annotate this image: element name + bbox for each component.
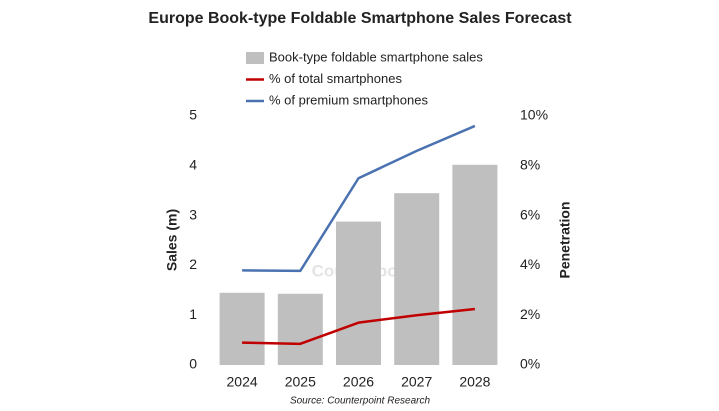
y2-tick-label: 6%: [520, 206, 540, 222]
y-tick-label: 0: [189, 356, 197, 372]
x-tick-label: 2028: [459, 374, 490, 390]
bar: [452, 164, 498, 365]
y-axis-title: Sales (m): [164, 209, 180, 271]
y-tick-label: 2: [189, 256, 197, 272]
y2-tick-label: 10%: [520, 107, 548, 123]
y-tick-label: 4: [189, 157, 197, 173]
legend-label: % of total smartphones: [269, 71, 402, 86]
y-tick-label: 3: [189, 206, 197, 222]
y2-tick-label: 8%: [520, 157, 540, 173]
line: [242, 307, 476, 346]
legend-swatch: [246, 52, 264, 64]
x-tick-label: 2025: [285, 374, 316, 390]
source: Source: Counterpoint Research: [290, 396, 431, 407]
line: [242, 124, 476, 273]
x-tick-label: 2024: [227, 374, 258, 390]
y-tick-label: 5: [189, 107, 197, 123]
y2-axis-title: Penetration: [557, 201, 573, 278]
chart-title: Europe Book-type Foldable Smartphone Sal…: [148, 10, 572, 27]
bar: [394, 193, 440, 365]
legend-label: % of premium smartphones: [269, 92, 428, 107]
x-tick-label: 2026: [343, 374, 374, 390]
y-tick-label: 1: [189, 306, 197, 322]
bar: [277, 293, 323, 365]
bar: [336, 221, 381, 365]
y2-tick-label: 0%: [520, 356, 540, 372]
y2-tick-label: 4%: [520, 256, 540, 272]
x-tick-label: 2027: [401, 374, 432, 390]
bar: [219, 292, 265, 365]
y2-tick-label: 2%: [520, 306, 540, 322]
legend-label: Book-type foldable smartphone sales: [269, 49, 483, 64]
